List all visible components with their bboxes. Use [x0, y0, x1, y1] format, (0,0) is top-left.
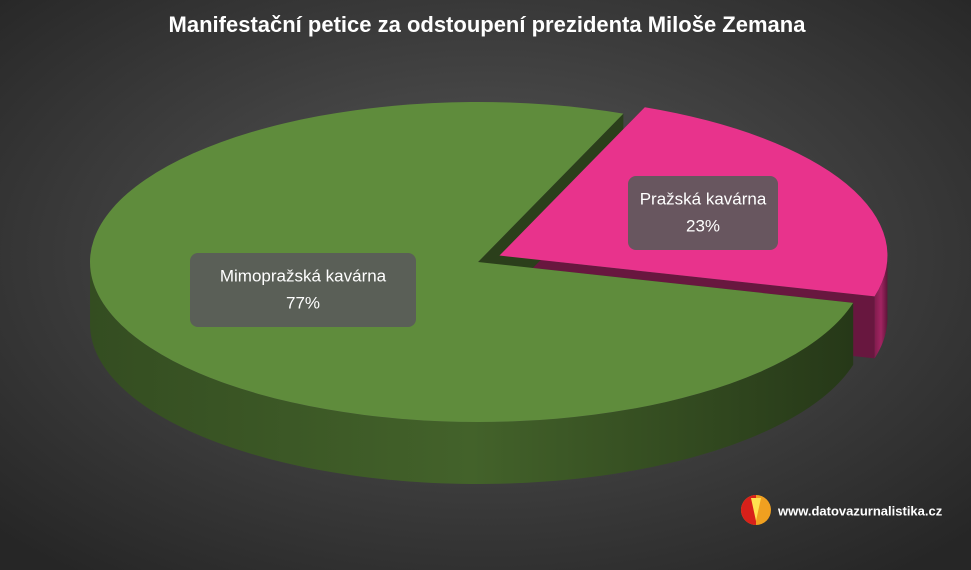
- label-value: 23%: [686, 216, 720, 235]
- pie-slice: [89, 102, 854, 423]
- data-label: Mimopražská kavárna 77%: [190, 253, 416, 327]
- label-value: 77%: [286, 293, 320, 312]
- label-category: Mimopražská kavárna: [220, 266, 387, 285]
- chart-title: Manifestační petice za odstoupení prezid…: [169, 12, 807, 37]
- source: www.datovazurnalistika.cz: [777, 503, 943, 518]
- label-category: Pražská kavárna: [640, 189, 767, 208]
- label-box: [190, 253, 416, 327]
- label-box: [628, 176, 778, 250]
- data-label: Pražská kavárna 23%: [628, 176, 778, 250]
- slice-side: [90, 258, 854, 484]
- logo: [741, 495, 771, 525]
- slice-side: [874, 252, 888, 359]
